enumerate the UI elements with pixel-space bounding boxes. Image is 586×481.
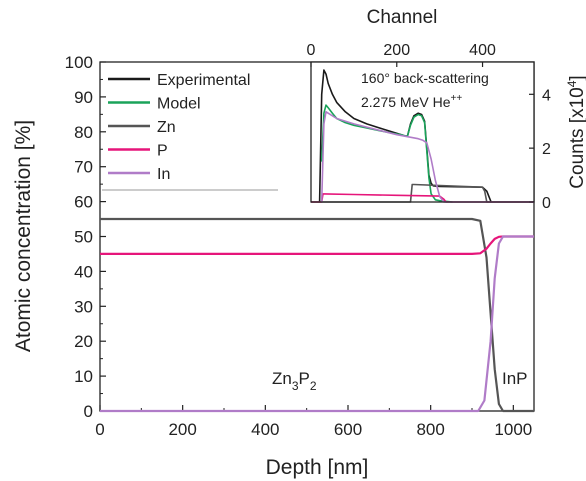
inset-annotation-beam-sup: ++ [451,93,463,104]
main-y-tick-label: 20 [74,332,93,351]
inset-y-axis-title-sup: 4 [565,80,579,87]
inset-x-tick-label: 0 [307,42,316,59]
main-series-line-zn [100,217,534,413]
main-x-tick-label: 800 [416,420,444,439]
legend-label-p: P [157,143,168,160]
main-y-tick-label: 10 [74,367,93,386]
main-y-axis-title: Atomic concentration [%] [12,120,35,352]
legend-label-model: Model [157,96,201,113]
inset-y-tick-label: 4 [542,87,551,104]
main-x-tick-label: 200 [168,420,196,439]
main-y-tick-label: 40 [74,262,93,281]
legend-label-zn: Zn [157,119,176,136]
inset-y-tick-label: 2 [542,141,551,158]
inset-series-line-in [320,111,534,203]
inset-annotation-geometry: 160° back-scattering [361,70,489,86]
inset-axes: 0 200 400 0 2 4 [307,42,551,212]
main-x-axis-title: Depth [nm] [266,456,369,479]
inset-annotation-beam: 2.275 MeV He++ [361,93,462,110]
main-x-tick-label: 600 [334,420,362,439]
inset-x-tick-label: 400 [469,42,496,59]
main-x-tick-label: 400 [251,420,279,439]
inset-series-line-zn [311,183,534,203]
inset-y-tick-label: 0 [542,195,551,212]
annotation-inp: InP [502,369,528,388]
inset-plot-frame [310,61,535,203]
main-y-tick-label: 50 [74,228,93,247]
legend-label-experimental: Experimental [157,72,250,89]
main-y-tick-label: 0 [84,402,93,421]
inset-x-axis-title: Channel [367,7,438,28]
main-y-tick-label: 30 [74,297,93,316]
main-x-tick-label: 0 [95,420,104,439]
main-x-tick-label: 1000 [494,420,532,439]
legend-label-in: In [157,166,170,183]
main-y-tick-label: 70 [74,158,93,177]
main-y-tick-label: 60 [74,193,93,212]
inset-series-group [311,69,534,203]
main-y-tick-label: 100 [65,53,93,72]
inset-background [311,62,534,202]
main-axes: 0 200 400 600 800 1000 0 10 20 30 40 50 60 70 80 90 100 [65,53,533,439]
inset-y-axis-title: Counts [x104] [565,75,586,188]
main-series-line-p [100,235,534,255]
annotation-zn3p2: Zn3P2 [272,369,317,393]
main-series-line-in [100,235,534,413]
main-y-tick-label: 80 [74,123,93,142]
legend: Experimental Model Zn P In [108,72,250,183]
main-y-tick-label: 90 [74,88,93,107]
inset-x-tick-label: 200 [383,42,410,59]
main-series-group [100,217,534,413]
